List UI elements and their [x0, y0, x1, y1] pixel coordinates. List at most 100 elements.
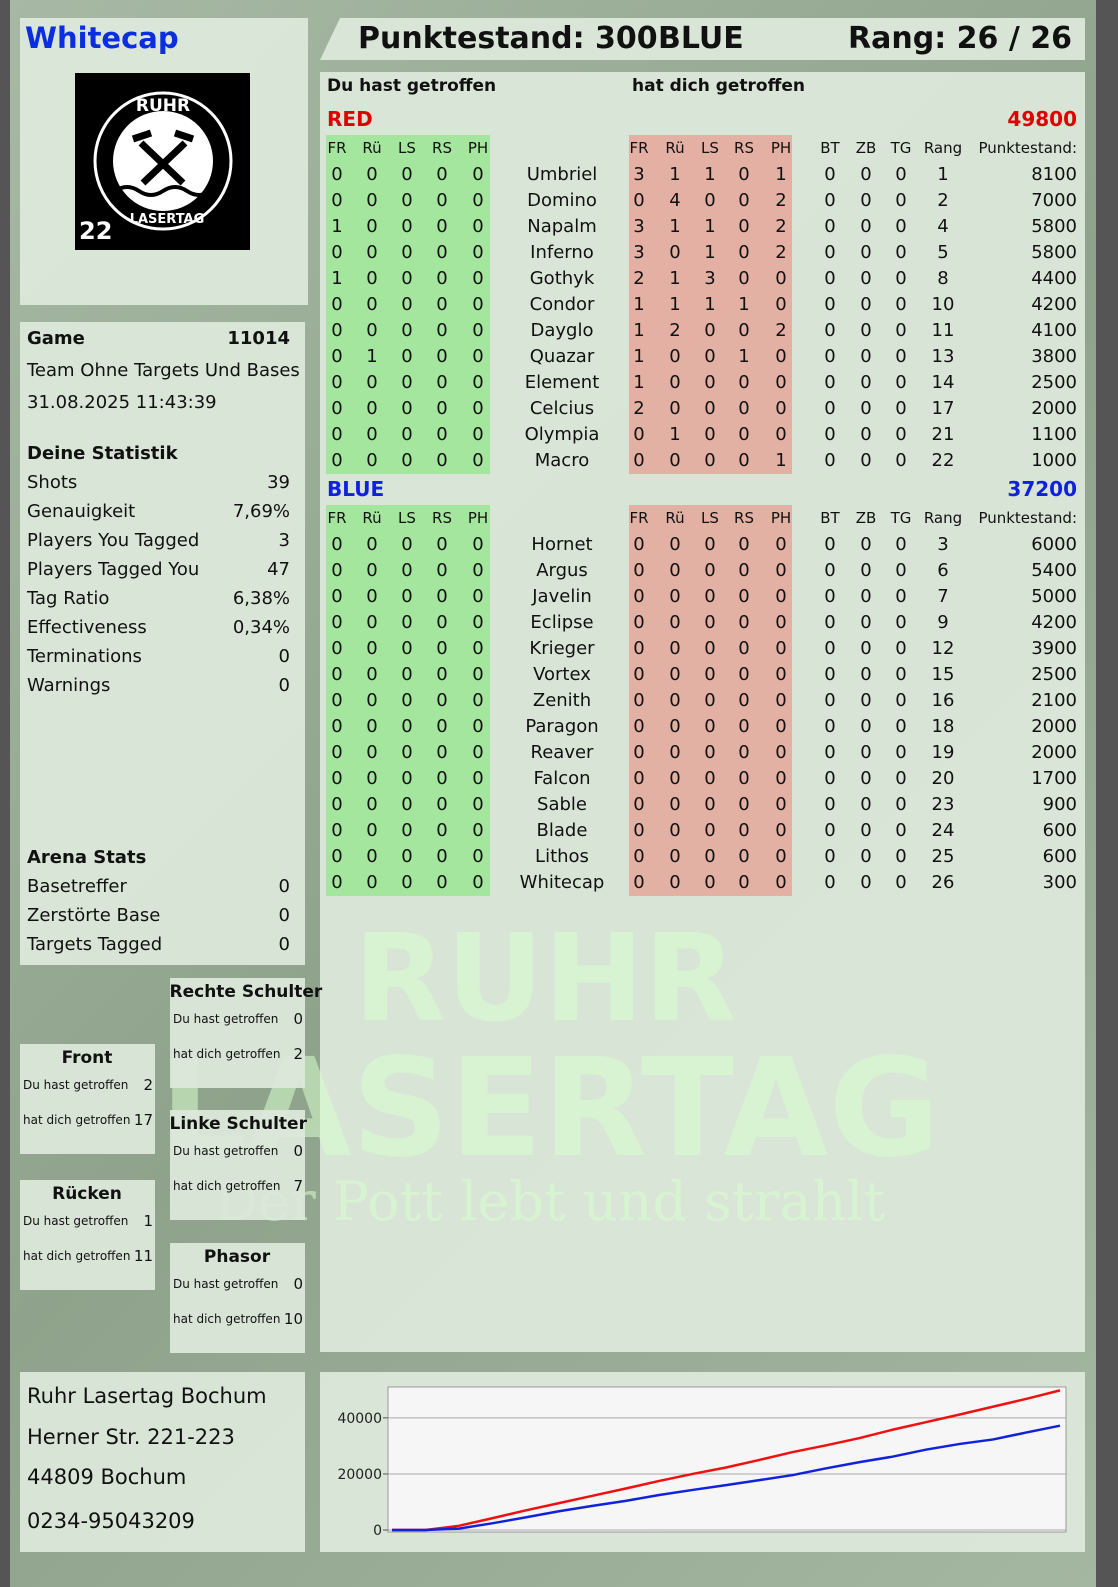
zone-value: 1: [143, 1211, 153, 1230]
stat-label: Terminations: [27, 646, 142, 668]
score-cell: 3900: [1031, 638, 1077, 660]
given-cell: 0: [401, 586, 413, 608]
received-cell: 2: [633, 268, 645, 290]
stat-cell: 0: [824, 190, 836, 212]
stat-cell: 0: [895, 372, 907, 394]
given-cell: 0: [331, 586, 343, 608]
stat-cell: 0: [860, 872, 872, 894]
rank-cell: 20: [931, 768, 955, 790]
given-cell: 0: [401, 450, 413, 472]
received-cell: 0: [633, 638, 645, 660]
score-cell: 900: [1042, 794, 1077, 816]
received-cell: 0: [738, 372, 750, 394]
given-cell: 0: [366, 716, 378, 738]
zone-label: hat dich getroffen: [23, 1112, 131, 1127]
given-cell: 0: [472, 294, 484, 316]
received-cell: 0: [669, 690, 681, 712]
given-cell: 0: [331, 372, 343, 394]
given-cell: 0: [401, 268, 413, 290]
zone-title: Front: [61, 1048, 113, 1069]
score-cell: 2500: [1031, 372, 1077, 394]
given-cell: 0: [472, 872, 484, 894]
score-cell: 3800: [1031, 346, 1077, 368]
rank-cell: 5: [937, 242, 949, 264]
given-cell: 0: [366, 820, 378, 842]
given-cell: 0: [472, 424, 484, 446]
given-cell: 0: [401, 794, 413, 816]
given-cell: 0: [366, 294, 378, 316]
given-cell: 0: [436, 242, 448, 264]
column-header: PH: [770, 508, 792, 527]
stat-cell: 0: [895, 560, 907, 582]
plot-area: [387, 1386, 1067, 1533]
rank-cell: 25: [931, 846, 955, 868]
received-cell: 1: [669, 424, 681, 446]
zone-value: 17: [133, 1110, 153, 1129]
received-cell: 0: [738, 846, 750, 868]
stat-cell: 0: [824, 820, 836, 842]
given-cell: 0: [331, 872, 343, 894]
column-header: RS: [734, 138, 754, 157]
given-cell: 0: [472, 320, 484, 342]
given-cell: 0: [366, 268, 378, 290]
given-cell: 0: [436, 664, 448, 686]
stat-cell: 0: [824, 346, 836, 368]
given-cell: 0: [366, 450, 378, 472]
given-cell: 0: [436, 398, 448, 420]
given-cell: 0: [401, 716, 413, 738]
score-cell: 2000: [1031, 716, 1077, 738]
stat-cell: 0: [895, 664, 907, 686]
given-cell: 0: [472, 716, 484, 738]
given-cell: 0: [472, 638, 484, 660]
received-cell: 1: [704, 242, 716, 264]
received-cell: 0: [669, 450, 681, 472]
received-cell: 0: [738, 612, 750, 634]
column-header: BT: [820, 508, 840, 527]
stat-cell: 0: [824, 534, 836, 556]
received-cell: 0: [738, 716, 750, 738]
game-id: 11014: [227, 328, 290, 350]
stat-cell: 0: [860, 398, 872, 420]
given-cell: 0: [401, 560, 413, 582]
stat-value: 7,69%: [232, 501, 290, 523]
stat-cell: 0: [895, 794, 907, 816]
given-cell: 0: [401, 216, 413, 238]
arena-label: Basetreffer: [27, 876, 127, 898]
received-cell: 0: [775, 742, 787, 764]
series-line: [392, 1424, 1061, 1532]
given-cell: 0: [472, 216, 484, 238]
score-cell: 2000: [1031, 398, 1077, 420]
game-datetime: 31.08.2025 11:43:39: [27, 392, 217, 414]
received-cell: 0: [704, 768, 716, 790]
received-cell: 2: [775, 190, 787, 212]
received-cell: 0: [775, 638, 787, 660]
rank-cell: 7: [937, 586, 949, 608]
stat-label: Effectiveness: [27, 617, 147, 639]
given-cell: 0: [436, 450, 448, 472]
rank-cell: 15: [931, 664, 955, 686]
stat-cell: 0: [895, 268, 907, 290]
given-cell: 0: [472, 346, 484, 368]
rank-cell: 14: [931, 372, 955, 394]
team-name: RED: [327, 107, 373, 131]
received-cell: 0: [704, 398, 716, 420]
stat-label: Genauigkeit: [27, 501, 136, 523]
player-name-cell: Zenith: [532, 690, 592, 712]
zone-value: 2: [293, 1044, 303, 1063]
given-cell: 0: [436, 534, 448, 556]
given-cell: 0: [436, 716, 448, 738]
given-cell: 0: [436, 794, 448, 816]
logo-bottom: LASERTAG: [130, 212, 205, 227]
given-cell: 0: [436, 320, 448, 342]
column-header: Punktestand:: [978, 508, 1077, 527]
received-cell: 0: [633, 450, 645, 472]
given-cell: 0: [401, 820, 413, 842]
given-cell: 0: [366, 320, 378, 342]
received-cell: 0: [704, 820, 716, 842]
given-cell: 0: [472, 612, 484, 634]
player-name-cell: Gothyk: [529, 268, 595, 290]
stat-cell: 0: [895, 190, 907, 212]
player-name-cell: Paragon: [525, 716, 599, 738]
player-name-cell: Condor: [529, 294, 595, 316]
player-name-cell: Falcon: [533, 768, 591, 790]
